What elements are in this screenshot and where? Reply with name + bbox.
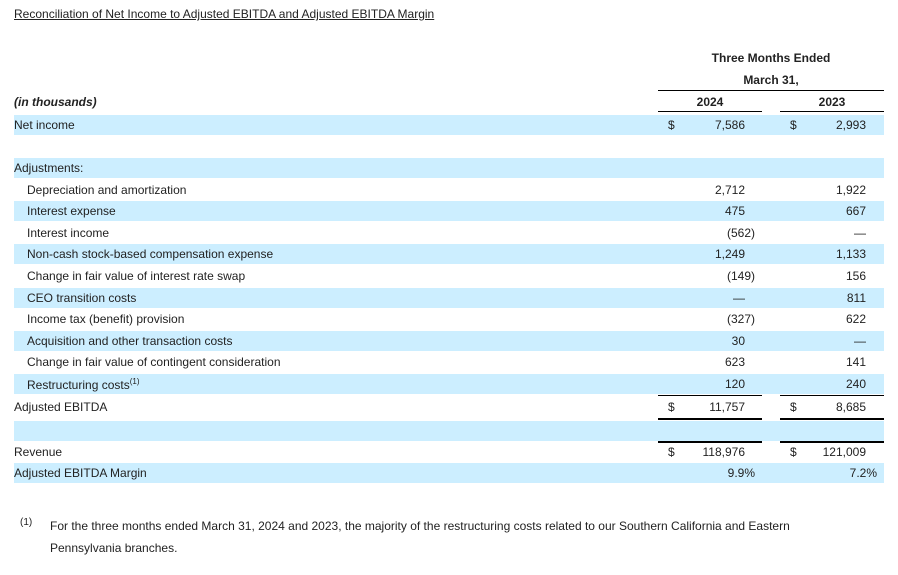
value-2023: 1,133 <box>835 247 866 261</box>
value-2023: 121,009 <box>822 445 866 459</box>
currency-symbol: $ <box>790 445 797 459</box>
footnote-mark: (1) <box>20 517 33 528</box>
footnote-text: For the three months ended March 31, 202… <box>50 519 790 555</box>
year-2023-header: 2023 <box>818 95 846 109</box>
row-label: Revenue <box>14 445 63 459</box>
value-2023: 811 <box>846 291 866 305</box>
total-rule-bottom-2023 <box>780 441 884 443</box>
row-label: Restructuring costs(1) <box>27 377 139 392</box>
value-2023: 2,993 <box>835 118 866 132</box>
table-row-income-tax: Income tax (benefit) provision (327) 622 <box>14 309 884 329</box>
value-2024: 30 <box>731 334 745 348</box>
value-2024: (149) <box>726 269 755 283</box>
table-row-ebitda-margin: Adjusted EBITDA Margin 9.9% 7.2% <box>14 463 884 483</box>
total-rule-2024 <box>658 418 762 420</box>
row-label-text: Restructuring costs <box>27 378 130 392</box>
value-2023: 667 <box>845 204 866 218</box>
table-row-depreciation: Depreciation and amortization 2,712 1,92… <box>14 180 884 200</box>
period-subheader: March 31, <box>743 73 799 87</box>
table-row-stock-compensation: Non-cash stock-based compensation expens… <box>14 244 884 264</box>
value-2024: 623 <box>724 355 745 369</box>
row-label: Net income <box>14 118 75 132</box>
table-row-contingent-consideration: Change in fair value of contingent consi… <box>14 352 884 372</box>
table-row-interest-rate-swap: Change in fair value of interest rate sw… <box>14 266 884 286</box>
value-2023: 156 <box>845 269 866 283</box>
row-label: Change in fair value of interest rate sw… <box>27 269 246 283</box>
value-2023: 240 <box>845 377 866 391</box>
table-row-adjustments: Adjustments: <box>14 158 884 178</box>
row-label: Adjusted EBITDA Margin <box>14 466 147 480</box>
value-2023: 7.2% <box>849 466 877 480</box>
value-2023: — <box>854 334 866 348</box>
table-row-net-income: Net income $ 7,586 $ 2,993 <box>14 115 884 135</box>
value-2023: 1,922 <box>835 183 866 197</box>
currency-symbol: $ <box>790 400 797 414</box>
table-row-spacer <box>14 136 884 156</box>
value-2024: (327) <box>726 312 755 326</box>
total-rule-bottom-2024 <box>658 441 762 443</box>
table-row-ceo-transition: CEO transition costs — 811 <box>14 288 884 308</box>
currency-symbol: $ <box>790 118 797 132</box>
row-label: Non-cash stock-based compensation expens… <box>27 247 274 261</box>
row-label: Income tax (benefit) provision <box>27 312 185 326</box>
value-2024: (562) <box>726 226 755 240</box>
row-label: CEO transition costs <box>27 291 137 305</box>
row-label: Change in fair value of contingent consi… <box>27 355 281 369</box>
row-label: Adjusted EBITDA <box>14 400 108 414</box>
table-row-acquisition-costs: Acquisition and other transaction costs … <box>14 331 884 351</box>
row-label: Interest expense <box>27 204 116 218</box>
value-2024: 9.9% <box>727 466 755 480</box>
table-row-revenue: Revenue $ 118,976 $ 121,009 <box>14 442 884 462</box>
subtotal-rule-2023 <box>780 395 884 396</box>
value-2023: 622 <box>845 312 866 326</box>
currency-symbol: $ <box>668 445 675 459</box>
row-label: Adjustments: <box>14 161 84 175</box>
value-2024: 11,757 <box>709 400 745 414</box>
table-row-spacer <box>14 421 884 441</box>
year-2024-rule <box>658 111 762 112</box>
value-2023: 141 <box>845 355 866 369</box>
row-label: Depreciation and amortization <box>27 183 187 197</box>
period-header: Three Months Ended <box>711 51 831 65</box>
table-row-interest-income: Interest income (562) — <box>14 223 884 243</box>
value-2024: — <box>733 291 745 305</box>
value-2024: 7,586 <box>714 118 745 132</box>
table-row-restructuring: Restructuring costs(1) 120 240 <box>14 374 884 394</box>
currency-symbol: $ <box>668 118 675 132</box>
year-2024-header: 2024 <box>696 95 724 109</box>
value-2024: 475 <box>724 204 745 218</box>
footnote-ref: (1) <box>129 377 140 386</box>
table-title: Reconciliation of Net Income to Adjusted… <box>14 7 435 21</box>
table-row-interest-expense: Interest expense 475 667 <box>14 201 884 221</box>
value-2024: 120 <box>724 377 745 391</box>
currency-symbol: $ <box>668 400 675 414</box>
period-rule <box>658 90 884 91</box>
subtotal-rule-2024 <box>658 395 762 396</box>
units-label: (in thousands) <box>14 95 97 109</box>
value-2023: 8,685 <box>835 400 866 414</box>
total-rule-2023 <box>780 418 884 420</box>
value-2024: 118,976 <box>702 445 746 459</box>
value-2024: 1,249 <box>714 247 745 261</box>
row-label: Acquisition and other transaction costs <box>27 334 233 348</box>
row-label: Interest income <box>27 226 110 240</box>
value-2023: — <box>854 226 866 240</box>
value-2024: 2,712 <box>714 183 745 197</box>
table-row-adjusted-ebitda: Adjusted EBITDA $ 11,757 $ 8,685 <box>14 397 884 417</box>
year-2023-rule <box>780 111 884 112</box>
